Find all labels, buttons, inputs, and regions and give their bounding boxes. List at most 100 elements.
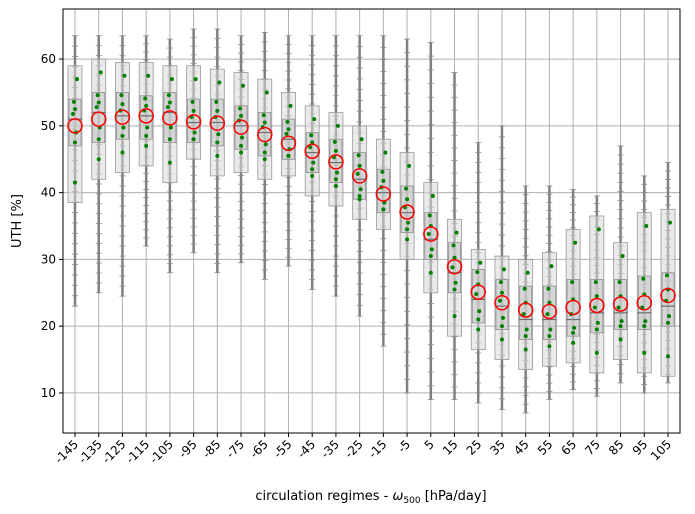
grid-lines [63,9,680,433]
mean-marker [114,109,131,125]
x-axis-ticks: -145-135-125-115-105 -95 -85 -75 -65 -55 -45 -3… [52,433,674,466]
mean-marker [280,135,297,151]
box-iqr [471,269,485,324]
green-dot [594,327,599,332]
green-dot [333,177,338,182]
box-iqr [590,279,604,334]
green-dot [426,232,431,237]
green-dot [120,102,125,107]
green-dot [238,106,243,111]
green-dot [95,93,100,98]
green-dot [263,142,268,147]
green-dot [404,186,409,191]
green-dot [286,153,291,158]
green-dot [620,254,625,259]
green-dot [570,280,575,285]
green-dot [525,270,530,275]
green-dot [335,123,340,128]
green-dot [122,73,127,78]
green-dot [72,99,76,104]
y-tick-label: 50 [41,119,56,133]
green-dot [334,170,339,175]
green-dot [642,350,647,355]
x-tick-label: -45 [295,437,319,461]
x-tick-label: -65 [247,437,271,461]
green-dot [405,227,410,232]
y-tick-label: 10 [41,386,56,400]
green-dot [71,111,75,116]
green-dot [381,207,386,212]
green-dot [120,133,125,138]
green-dot [312,117,317,122]
x-axis-label-symbol: ω [393,489,404,504]
green-dot [240,135,245,140]
green-dot [285,119,290,124]
green-dot [668,220,672,225]
mean-marker [304,143,320,159]
x-tick-label: -85 [200,437,224,461]
y-tick-label: 20 [41,319,56,333]
green-dot [667,314,671,319]
green-dot [192,130,197,135]
green-dot [406,220,411,225]
green-dot [73,107,77,112]
x-tick-label: 65 [559,437,580,458]
mean-marker [257,126,273,143]
green-dot [451,243,456,248]
green-dot [429,247,434,252]
green-dot [499,324,504,329]
mean-marker [636,295,653,311]
green-dot [452,314,457,319]
box-iqr [448,242,461,294]
x-tick-label: 25 [464,437,485,458]
green-dot [98,70,103,75]
green-dot [96,137,101,142]
green-dot [165,105,170,110]
mean-marker [138,108,154,124]
green-dot [500,315,505,320]
x-axis-label: circulation regimes - ω500 [hPa/day] [255,489,486,506]
x-axis-label-text: circulation regimes - [255,489,392,504]
green-dot [356,153,361,158]
mean-marker [494,295,510,311]
box-iqr [424,212,438,260]
green-dot [145,125,150,130]
mean-marker [233,119,249,135]
x-tick-label: 5 [422,437,437,452]
green-dot [121,125,126,130]
mean-marker [351,168,368,184]
x-tick-label: -135 [76,437,105,466]
green-dot [499,337,504,342]
box-iqr [187,98,201,143]
green-dot [523,347,528,352]
green-dot [215,140,220,145]
green-dot [261,113,266,118]
box-iqr [258,112,272,157]
x-tick-label: 75 [582,437,603,458]
box-iqr [329,138,343,184]
green-dot [191,108,196,113]
green-dot [311,160,316,165]
x-tick-label: -125 [99,437,128,466]
green-dot [166,93,171,98]
green-dot [286,127,291,132]
green-dot [144,103,149,108]
x-tick-label: -35 [318,437,342,461]
green-dot [73,140,77,145]
mean-marker [399,204,415,220]
x-tick-label: -95 [176,437,200,461]
x-axis-label-unit: [hPa/day] [421,489,487,504]
green-dot [499,290,504,295]
green-dot [146,73,151,78]
green-dot [643,319,648,324]
green-dot [430,193,435,198]
green-dot [214,99,219,104]
green-dot [310,167,315,172]
box-iqr [400,185,414,234]
y-axis-label: UTH [%] [10,194,25,248]
mean-marker [589,297,605,314]
green-dot [310,173,315,178]
green-dot [549,264,554,269]
green-dot [618,324,623,329]
